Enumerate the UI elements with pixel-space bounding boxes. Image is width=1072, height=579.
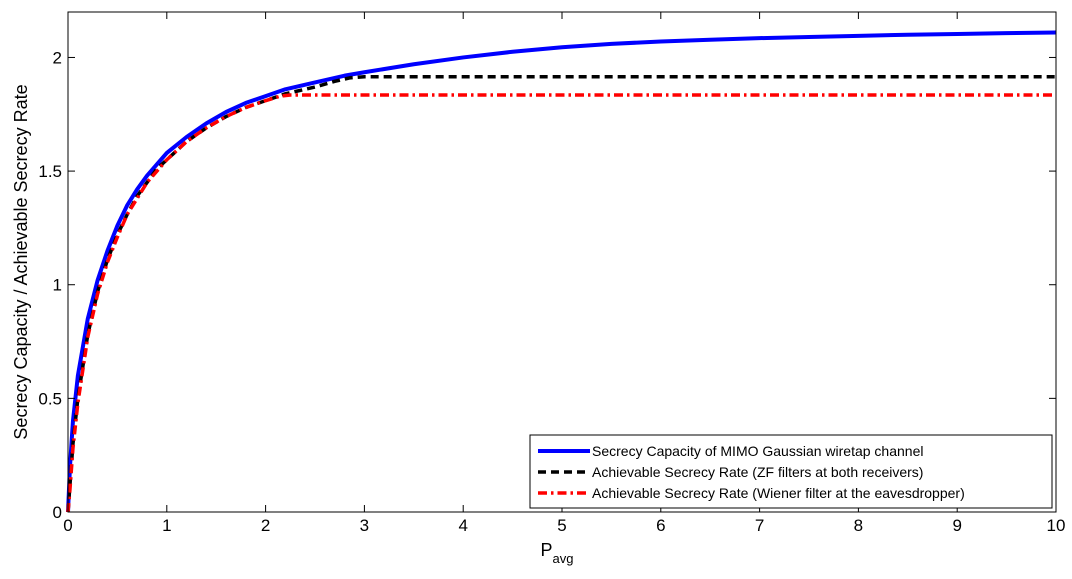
legend-label-2: Achievable Secrecy Rate (ZF filters at b… — [592, 464, 923, 480]
x-tick-label: 6 — [656, 516, 665, 535]
x-axis-label-subscript: avg — [553, 551, 574, 566]
y-tick-label: 0 — [53, 503, 62, 522]
x-tick-label: 4 — [458, 516, 467, 535]
y-axis-label: Secrecy Capacity / Achievable Secrecy Ra… — [11, 84, 31, 439]
x-tick-label: 5 — [557, 516, 566, 535]
x-tick-label: 1 — [162, 516, 171, 535]
y-tick-label: 2 — [53, 48, 62, 67]
x-tick-label: 7 — [755, 516, 764, 535]
legend-box — [529, 434, 1053, 509]
legend-label-1: Secrecy Capacity of MIMO Gaussian wireta… — [592, 443, 923, 459]
x-axis-label-main: P — [541, 540, 553, 560]
series-line-1 — [66, 30, 1057, 513]
x-tick-label: 10 — [1047, 516, 1066, 535]
legend-label-3: Achievable Secrecy Rate (Wiener filter a… — [592, 485, 965, 501]
series-line-3 — [66, 93, 1056, 513]
legend: Secrecy Capacity of MIMO Gaussian wireta… — [529, 434, 1053, 509]
y-tick-label: 0.5 — [38, 389, 62, 408]
x-tick-label: 8 — [854, 516, 863, 535]
legend-items: Secrecy Capacity of MIMO Gaussian wireta… — [538, 443, 965, 501]
x-tick-label: 0 — [63, 516, 72, 535]
y-tick-label: 1.5 — [38, 162, 62, 181]
x-tick-label: 9 — [952, 516, 961, 535]
x-axis-label: Pavg — [541, 540, 574, 566]
x-tick-label: 2 — [261, 516, 270, 535]
y-tick-label: 1 — [53, 276, 62, 295]
x-tick-label: 3 — [360, 516, 369, 535]
series-layer — [66, 30, 1057, 513]
